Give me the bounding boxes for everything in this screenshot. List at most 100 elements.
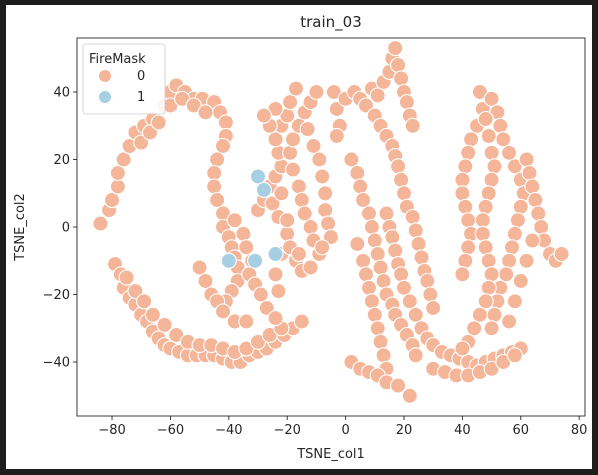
scatter-point-series-0-231	[375, 347, 392, 364]
scatter-point-series-0-274	[501, 252, 518, 269]
scatter-point-series-0-5	[115, 151, 132, 168]
scatter-point-series-0-270	[512, 198, 529, 215]
scatter-point-series-0-182	[422, 286, 439, 303]
scatter-point-series-0-307	[553, 245, 570, 263]
scatter-point-series-0-184	[343, 151, 360, 168]
scatter-point-series-1-0	[249, 168, 267, 185]
scatter-point-series-0-297	[454, 340, 471, 357]
scatter-point-series-0-239	[401, 387, 418, 404]
scatter-point-series-0-18	[217, 114, 234, 131]
points-layer	[92, 40, 570, 404]
scatter-point-series-0-40	[197, 104, 214, 121]
scatter-point-series-0-247	[506, 347, 523, 364]
y-tick-label-4: 40	[53, 86, 70, 101]
scatter-point-series-0-190	[366, 232, 383, 249]
y-tick-label-1: −20	[43, 288, 70, 303]
scatter-point-series-0-295	[466, 320, 483, 337]
scatter-point-series-0-290	[480, 252, 497, 269]
scatter-point-series-0-2	[103, 191, 121, 209]
scatter-point-series-0-308	[524, 232, 541, 249]
scatter-point-series-0-291	[483, 266, 500, 283]
scatter-point-series-0-119	[282, 144, 299, 161]
scatter-point-series-0-156	[369, 87, 386, 104]
scatter-point-series-0-292	[480, 279, 497, 296]
scatter-point-series-0-70	[144, 306, 161, 323]
scatter-point-series-1-1	[255, 181, 272, 198]
scatter-point-series-0-284	[483, 171, 500, 188]
scatter-point-series-0-20	[214, 137, 232, 155]
scatter-point-series-0-143	[314, 239, 331, 256]
figure: train_03 −80 −60 −40 −20 0 20 40 60 80 −40 −20 0 20 4…	[6, 5, 592, 469]
scatter-point-series-0-275	[498, 266, 515, 283]
scatter-point-series-0-112	[264, 195, 281, 212]
scatter-point-series-0-185	[349, 164, 366, 182]
scatter-point-series-0-255	[454, 185, 471, 202]
scatter-point-series-0-311	[506, 293, 523, 310]
scatter-point-series-0-203	[384, 229, 401, 246]
scatter-point-series-1-2	[220, 252, 237, 269]
scatter-point-series-0-228	[366, 306, 383, 323]
legend-label-0: 0	[137, 69, 145, 84]
scatter-point-series-0-200	[407, 347, 424, 364]
scatter-point-series-0-71	[156, 316, 173, 333]
scatter-point-series-0-138	[314, 168, 331, 185]
scatter-point-series-0-114	[279, 225, 296, 242]
scatter-point-series-0-98	[270, 283, 287, 300]
scatter-point-series-0-287	[474, 212, 491, 229]
scatter-point-series-0-90	[235, 225, 252, 242]
y-tick-label-0: −40	[43, 356, 70, 371]
scatter-point-series-0-265	[495, 131, 512, 148]
scatter-point-series-0-91	[238, 239, 255, 256]
scatter-point-series-0-312	[501, 313, 518, 330]
scatter-point-series-0-253	[457, 158, 474, 175]
scatter-point-series-0-4	[109, 164, 126, 182]
scatter-point-series-0-309	[518, 252, 535, 269]
legend-entries: 01	[98, 69, 145, 105]
scatter-point-series-0-174	[395, 185, 413, 202]
scatter-point-series-0-139	[317, 185, 334, 202]
scatter-point-series-0-161	[390, 56, 407, 74]
scatter-point-series-0-178	[410, 235, 427, 252]
scatter-point-series-0-226	[360, 279, 378, 296]
scatter-point-series-0-208	[401, 293, 418, 310]
scatter-point-series-0-179	[413, 249, 430, 266]
scatter-point-series-0-69	[136, 293, 153, 310]
scatter-point-series-0-35	[141, 124, 159, 141]
scatter-point-series-0-310	[512, 272, 529, 290]
scatter-point-series-0-303	[533, 218, 550, 236]
scatter-point-series-0-257	[460, 212, 477, 229]
scatter-point-series-0-302	[530, 205, 547, 222]
scatter-point-series-0-22	[206, 164, 223, 182]
scatter-point-series-0-189	[363, 218, 380, 236]
scatter-point-series-0-282	[483, 144, 500, 161]
x-tick-label-3: −20	[273, 423, 300, 438]
x-tick-label-1: −60	[157, 423, 184, 438]
scatter-point-series-0-294	[471, 306, 488, 323]
scatter-point-series-0-110	[282, 94, 299, 111]
scatter-point-series-0-140	[317, 202, 334, 219]
scatter-point-series-0-120	[284, 161, 302, 178]
scatter-point-series-0-173	[393, 171, 410, 188]
scatter-point-series-0-86	[214, 303, 232, 320]
scatter-point-series-0-225	[357, 266, 375, 283]
scatter-point-series-0-67	[118, 269, 135, 286]
scatter-point-series-0-298	[518, 151, 535, 168]
x-tick-label-8: 80	[571, 423, 588, 438]
scatter-point-series-0-183	[425, 299, 442, 317]
scatter-point-series-0-136	[305, 137, 322, 155]
scatter-point-series-0-278	[486, 306, 503, 323]
scatter-point-series-0-227	[363, 293, 380, 310]
scatter-point-series-0-23	[206, 178, 223, 195]
scatter-point-series-0-137	[311, 151, 328, 168]
scatter-point-series-0-204	[387, 242, 404, 259]
scatter-point-series-0-66	[293, 313, 310, 330]
scatter-point-series-0-89	[226, 212, 243, 229]
scatter-point-series-0-187	[355, 191, 372, 209]
x-tick-label-0: −80	[98, 423, 125, 438]
legend-label-1: 1	[137, 90, 145, 105]
scatter-point-series-0-299	[521, 164, 538, 182]
scatter-point-series-0-176	[404, 208, 421, 225]
scatter-point-series-0-192	[372, 259, 389, 276]
x-tick-label-2: −40	[215, 423, 242, 438]
scatter-point-series-0-95	[252, 286, 269, 303]
